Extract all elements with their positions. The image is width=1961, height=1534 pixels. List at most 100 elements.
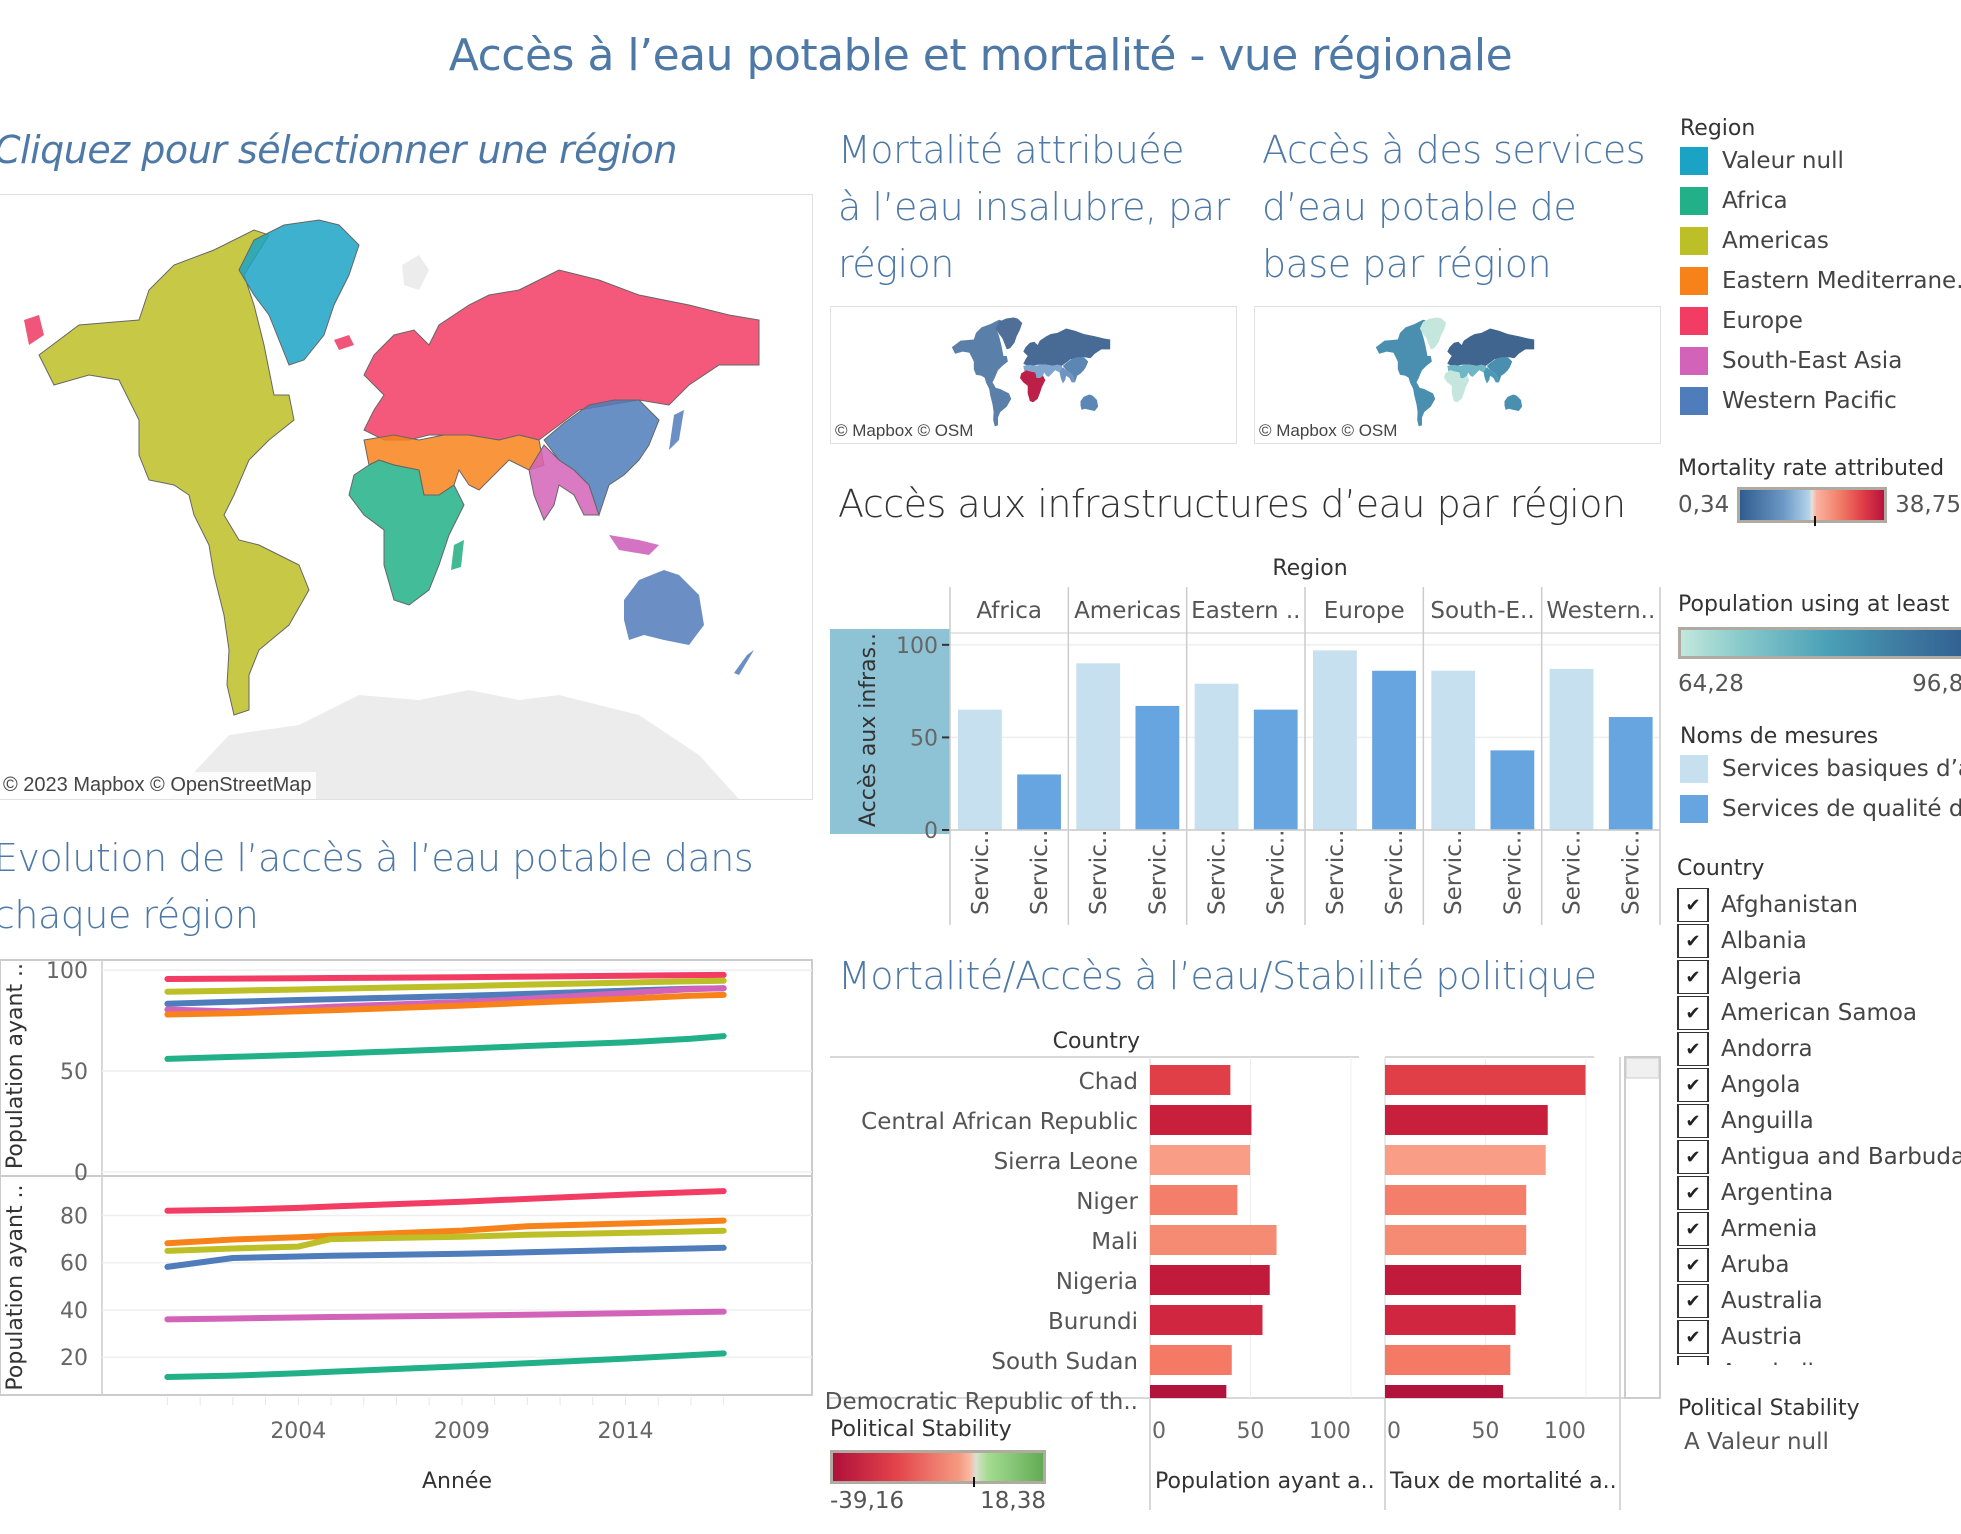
country-bar[interactable] xyxy=(1150,1225,1277,1255)
country-bar[interactable] xyxy=(1385,1385,1504,1398)
country-bar[interactable] xyxy=(1385,1265,1522,1295)
country-bar[interactable] xyxy=(1385,1105,1548,1135)
country-bar[interactable] xyxy=(1385,1305,1516,1335)
country-filter-item[interactable]: ✔ Andorra xyxy=(1677,1031,1961,1067)
country-bar[interactable] xyxy=(1150,1265,1270,1295)
region-map[interactable]: © 2023 Mapbox © OpenStreetMap xyxy=(0,194,813,800)
line-south-east-asia[interactable] xyxy=(164,1308,727,1323)
country-label[interactable]: Niger xyxy=(1076,1189,1138,1215)
country-filter-item[interactable]: ✔ Albania xyxy=(1677,923,1961,959)
region-legend-item[interactable]: Americas xyxy=(1680,221,1961,261)
country-filter-item[interactable]: ✔ Armenia xyxy=(1677,1211,1961,1247)
country-filter-item[interactable]: ✔ Argentina xyxy=(1677,1175,1961,1211)
region-legend-item[interactable]: Valeur null xyxy=(1680,141,1961,181)
line-africa[interactable] xyxy=(164,1033,727,1062)
scrollbar-track[interactable] xyxy=(1624,1056,1661,1399)
country-filter-item[interactable]: ✔ Austria xyxy=(1677,1319,1961,1355)
checkbox-checked-icon[interactable]: ✔ xyxy=(1677,888,1709,922)
country-bar[interactable] xyxy=(1150,1385,1227,1398)
country-bar[interactable] xyxy=(1385,1145,1546,1175)
country-bar[interactable] xyxy=(1385,1065,1586,1095)
checkbox-checked-icon[interactable]: ✔ xyxy=(1677,1248,1709,1282)
country-filter-item[interactable]: ✔ Azerbaijan xyxy=(1677,1355,1961,1365)
bar-eastern-basic[interactable] xyxy=(1194,683,1239,830)
country-bar[interactable] xyxy=(1150,1105,1252,1135)
country-label[interactable]: South Sudan xyxy=(991,1349,1138,1375)
access-map[interactable]: © Mapbox © OSM xyxy=(1254,306,1661,444)
country-filter-item[interactable]: ✔ Angola xyxy=(1677,1067,1961,1103)
country-bar[interactable] xyxy=(1150,1065,1231,1095)
region-legend-item[interactable]: Africa xyxy=(1680,181,1961,221)
line-africa[interactable] xyxy=(164,1350,727,1380)
checkbox-checked-icon[interactable]: ✔ xyxy=(1677,1356,1709,1365)
checkbox-checked-icon[interactable]: ✔ xyxy=(1677,1032,1709,1066)
checkbox-checked-icon[interactable]: ✔ xyxy=(1677,1068,1709,1102)
line-americas[interactable] xyxy=(164,977,727,995)
region-greenland-null[interactable] xyxy=(238,219,360,366)
bar-americas-basic[interactable] xyxy=(1076,663,1121,830)
line-eastern-mediterranean[interactable] xyxy=(164,991,727,1018)
bar-americas-quality[interactable] xyxy=(1135,705,1180,830)
region-legend-item[interactable]: Europe xyxy=(1680,301,1961,341)
country-label[interactable]: Sierra Leone xyxy=(994,1149,1138,1175)
checkbox-checked-icon[interactable]: ✔ xyxy=(1677,1212,1709,1246)
region-legend-item[interactable]: South-East Asia xyxy=(1680,341,1961,381)
country-filter-item[interactable]: ✔ Aruba xyxy=(1677,1247,1961,1283)
country-filter-list[interactable]: ✔ Afghanistan ✔ Albania ✔ Algeria ✔ American Sa… xyxy=(1677,887,1961,1365)
bar-eastern-quality[interactable] xyxy=(1253,709,1298,830)
country-bar[interactable] xyxy=(1150,1185,1238,1215)
country-filter-item[interactable]: ✔ Anguilla xyxy=(1677,1103,1961,1139)
bar-southe-basic[interactable] xyxy=(1431,670,1476,830)
country-label[interactable]: Nigeria xyxy=(1056,1269,1138,1295)
line-americas[interactable] xyxy=(164,1227,727,1254)
line-western-pacific[interactable] xyxy=(164,1244,727,1270)
line-europe[interactable] xyxy=(164,1188,727,1214)
checkbox-checked-icon[interactable]: ✔ xyxy=(1677,1104,1709,1138)
country-bar-chart[interactable]: Country 0 50 100 Population ayant a.. 0 50 100 T… xyxy=(825,1020,1665,1520)
scrollbar-thumb[interactable] xyxy=(1625,1057,1660,1079)
checkbox-checked-icon[interactable]: ✔ xyxy=(1677,996,1709,1030)
mortality-map[interactable]: © Mapbox © OSM xyxy=(830,306,1237,444)
country-filter-item[interactable]: ✔ Australia xyxy=(1677,1283,1961,1319)
checkbox-checked-icon[interactable]: ✔ xyxy=(1677,1320,1709,1354)
country-bar[interactable] xyxy=(1385,1225,1527,1255)
political-stability-filter-value[interactable]: A Valeur null xyxy=(1684,1429,1829,1455)
checkbox-checked-icon[interactable]: ✔ xyxy=(1677,960,1709,994)
country-label[interactable]: Chad xyxy=(1079,1069,1138,1095)
bar-africa-basic[interactable] xyxy=(958,709,1002,830)
country-bar[interactable] xyxy=(1150,1345,1232,1375)
country-filter-item[interactable]: ✔ Antigua and Barbuda xyxy=(1677,1139,1961,1175)
region-africa[interactable] xyxy=(348,459,465,606)
country-filter-item[interactable]: ✔ Algeria xyxy=(1677,959,1961,995)
mortality-map-canvas[interactable] xyxy=(831,307,1236,443)
bar-western-basic[interactable] xyxy=(1549,668,1594,830)
region-western-pacific[interactable] xyxy=(543,399,660,517)
checkbox-checked-icon[interactable]: ✔ xyxy=(1677,1176,1709,1210)
bar-southe-quality[interactable] xyxy=(1490,750,1535,830)
measures-legend-item[interactable]: Services de qualité d’ xyxy=(1680,789,1961,829)
line-europe[interactable] xyxy=(164,971,727,982)
bar-western-quality[interactable] xyxy=(1608,717,1653,830)
measures-legend-item[interactable]: Services basiques d’a xyxy=(1680,749,1961,789)
region-legend-item[interactable]: Western Pacific xyxy=(1680,381,1961,421)
region-legend-item[interactable]: Eastern Mediterrane.. xyxy=(1680,261,1961,301)
bar-europe-quality[interactable] xyxy=(1372,670,1416,830)
region-europe[interactable] xyxy=(363,269,760,441)
country-bar[interactable] xyxy=(1150,1145,1251,1175)
country-label[interactable]: Democratic Republic of th.. xyxy=(825,1389,1138,1415)
bar-africa-quality[interactable] xyxy=(1017,774,1061,830)
country-label[interactable]: Mali xyxy=(1091,1229,1138,1255)
line-eastern-mediterranean[interactable] xyxy=(164,1217,727,1247)
access-line-chart[interactable]: 0 50 100 Population ayant .. 20 40 60 80 Populat… xyxy=(0,950,820,1500)
country-bar[interactable] xyxy=(1385,1185,1527,1215)
infra-bar-chart[interactable]: Region Accès aux infras.. 0 50 100 Africa Serv… xyxy=(825,545,1665,925)
country-bar[interactable] xyxy=(1150,1305,1263,1335)
country-label[interactable]: Central African Republic xyxy=(861,1109,1138,1135)
country-filter-item[interactable]: ✔ Afghanistan xyxy=(1677,887,1961,923)
country-filter-item[interactable]: ✔ American Samoa xyxy=(1677,995,1961,1031)
country-label[interactable]: Burundi xyxy=(1048,1309,1138,1335)
bar-europe-basic[interactable] xyxy=(1313,650,1357,830)
access-map-canvas[interactable] xyxy=(1255,307,1660,443)
region-map-canvas[interactable] xyxy=(0,195,812,799)
checkbox-checked-icon[interactable]: ✔ xyxy=(1677,924,1709,958)
